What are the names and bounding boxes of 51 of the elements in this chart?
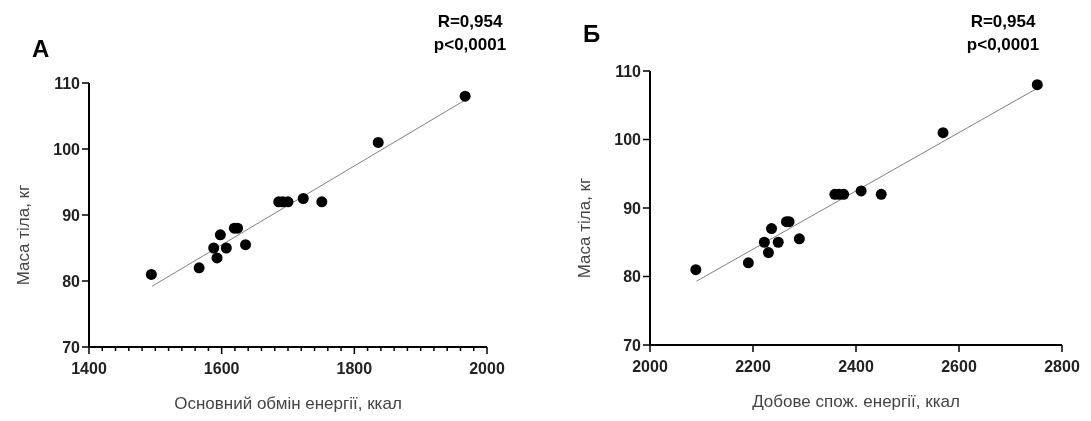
- y-tick-label: 110: [615, 62, 642, 80]
- x-tick-label: 1600: [203, 360, 240, 377]
- point: [793, 233, 805, 245]
- y-axis-title: Маса тіла, кг: [575, 177, 594, 279]
- point: [1031, 79, 1043, 91]
- point: [145, 268, 157, 280]
- x-tick-label: 2000: [632, 358, 668, 375]
- chart-title: А: [32, 35, 50, 62]
- point: [875, 188, 887, 200]
- point: [214, 229, 226, 241]
- y-tick-label: 80: [623, 268, 642, 286]
- point: [459, 90, 471, 102]
- point: [240, 239, 252, 251]
- point: [297, 193, 309, 204]
- point: [766, 223, 778, 235]
- y-tick-label: 70: [62, 338, 81, 356]
- point: [372, 136, 384, 148]
- y-tick-label: 90: [62, 206, 81, 224]
- chart-title: Б: [583, 20, 601, 47]
- text: p<0,0001: [433, 35, 507, 54]
- point: [220, 242, 232, 254]
- point: [211, 252, 223, 264]
- point: [855, 185, 867, 197]
- text: p<0,0001: [966, 35, 1040, 54]
- point: [208, 242, 220, 254]
- point: [937, 127, 949, 139]
- point: [762, 247, 774, 259]
- y-tick-label: 80: [62, 272, 81, 290]
- point: [742, 257, 754, 269]
- point: [772, 236, 784, 248]
- point: [193, 262, 205, 274]
- x-axis-title: Основний обмін енергії, ккал: [174, 394, 402, 413]
- x-tick-label: 2200: [735, 358, 771, 375]
- x-tick-label: 1800: [336, 360, 373, 377]
- x-tick-label: 1400: [71, 360, 107, 377]
- y-tick-label: 90: [623, 199, 642, 217]
- text: R=0,954: [970, 12, 1036, 31]
- y-tick-label: 110: [54, 74, 81, 92]
- text: R=0,954: [437, 12, 503, 31]
- y-tick-label: 70: [623, 336, 642, 354]
- y-tick-label: 100: [614, 131, 642, 149]
- x-tick-label: 2600: [941, 358, 977, 375]
- x-tick-label: 2800: [1044, 358, 1080, 375]
- y-tick-label: 100: [53, 140, 81, 158]
- x-tick-label: 2000: [469, 360, 505, 377]
- x-tick-label: 2400: [838, 358, 874, 375]
- point: [316, 196, 328, 208]
- y-axis-title: Маса тіла, кг: [14, 184, 33, 286]
- x-axis-title: Добове спож. енергії, ккал: [752, 392, 960, 411]
- point: [758, 236, 770, 248]
- point: [690, 264, 702, 276]
